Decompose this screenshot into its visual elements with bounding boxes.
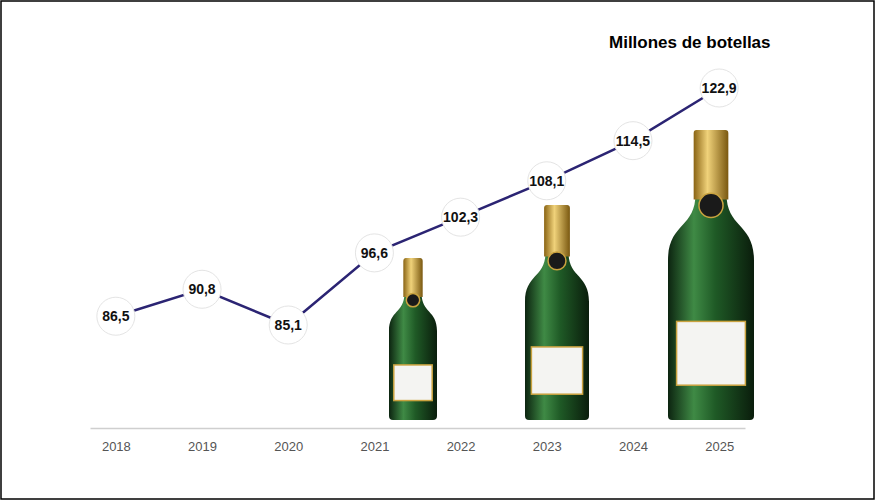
x-tick-label: 2025 <box>705 439 734 454</box>
x-tick: 2024 <box>619 439 648 454</box>
bottle-label <box>531 347 582 394</box>
data-label: 114,5 <box>616 133 650 149</box>
x-tick-label: 2023 <box>533 439 562 454</box>
x-axis: 2018 2019 2020 2021 2022 2023 2024 2025 <box>91 429 746 455</box>
label-background <box>355 234 393 272</box>
data-label-group: 90,8 <box>183 270 221 308</box>
data-label-group: 85,1 <box>269 306 307 344</box>
frame <box>1 1 874 499</box>
x-tick: 2023 <box>533 439 562 454</box>
data-label-group: 122,9 <box>700 69 738 107</box>
bottle-foil <box>403 258 422 297</box>
data-line <box>116 88 719 325</box>
bottle-glass <box>525 205 589 420</box>
x-tick-label: 2019 <box>188 439 217 454</box>
x-tick-label: 2021 <box>360 439 389 454</box>
label-background <box>614 122 652 160</box>
data-label: 96,6 <box>361 245 388 261</box>
label-background <box>183 270 221 308</box>
label-background <box>442 198 480 236</box>
x-tick: 2018 <box>102 439 131 454</box>
bottle-label <box>394 365 432 401</box>
data-label-group: 114,5 <box>614 122 652 160</box>
x-tick-label: 2018 <box>102 439 131 454</box>
data-label: 90,8 <box>188 281 215 297</box>
data-label-group: 108,1 <box>528 162 566 200</box>
chart-title: Millones de botellas <box>609 33 771 52</box>
x-tick: 2020 <box>274 439 303 454</box>
bottle-medallion <box>548 252 566 270</box>
plot-area <box>116 88 719 325</box>
bottle-icon <box>389 258 437 420</box>
label-background <box>97 297 135 335</box>
bottle-foil <box>694 130 729 200</box>
bottle-foil <box>544 205 570 257</box>
bottle-medallion <box>699 193 723 217</box>
data-label: 85,1 <box>275 317 302 333</box>
x-tick: 2022 <box>447 439 476 454</box>
label-background <box>269 306 307 344</box>
data-label-group: 96,6 <box>355 234 393 272</box>
x-axis-line <box>91 428 746 430</box>
bottle-medallion <box>406 293 419 306</box>
bottle-glass <box>389 258 437 420</box>
data-label-group: 102,3 <box>442 198 480 236</box>
x-tick-label: 2024 <box>619 439 648 454</box>
x-tick: 2021 <box>360 439 389 454</box>
bottle-glass <box>668 130 754 420</box>
bottle-icon <box>668 130 754 420</box>
x-tick-label: 2022 <box>447 439 476 454</box>
bottle-label <box>677 321 746 385</box>
label-background <box>700 69 738 107</box>
data-label-group: 86,5 <box>97 297 135 335</box>
label-background <box>528 162 566 200</box>
data-labels: 86,5 90,8 85,1 96,6 102,3 108,1 114,5 122,9 <box>97 69 738 344</box>
data-label: 122,9 <box>702 80 737 96</box>
data-label: 108,1 <box>529 173 564 189</box>
x-tick: 2019 <box>188 439 217 454</box>
data-label: 102,3 <box>443 209 478 225</box>
x-tick: 2025 <box>705 439 734 454</box>
bottle-icon <box>525 205 589 420</box>
chart: Millones de botellas 2018 2019 2020 2021 2022… <box>0 0 875 500</box>
x-tick-label: 2020 <box>274 439 303 454</box>
data-label: 86,5 <box>102 308 129 324</box>
